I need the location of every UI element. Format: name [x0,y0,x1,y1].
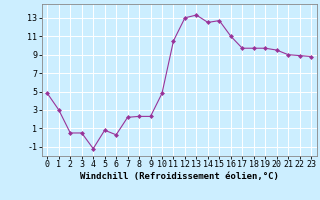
X-axis label: Windchill (Refroidissement éolien,°C): Windchill (Refroidissement éolien,°C) [80,172,279,181]
